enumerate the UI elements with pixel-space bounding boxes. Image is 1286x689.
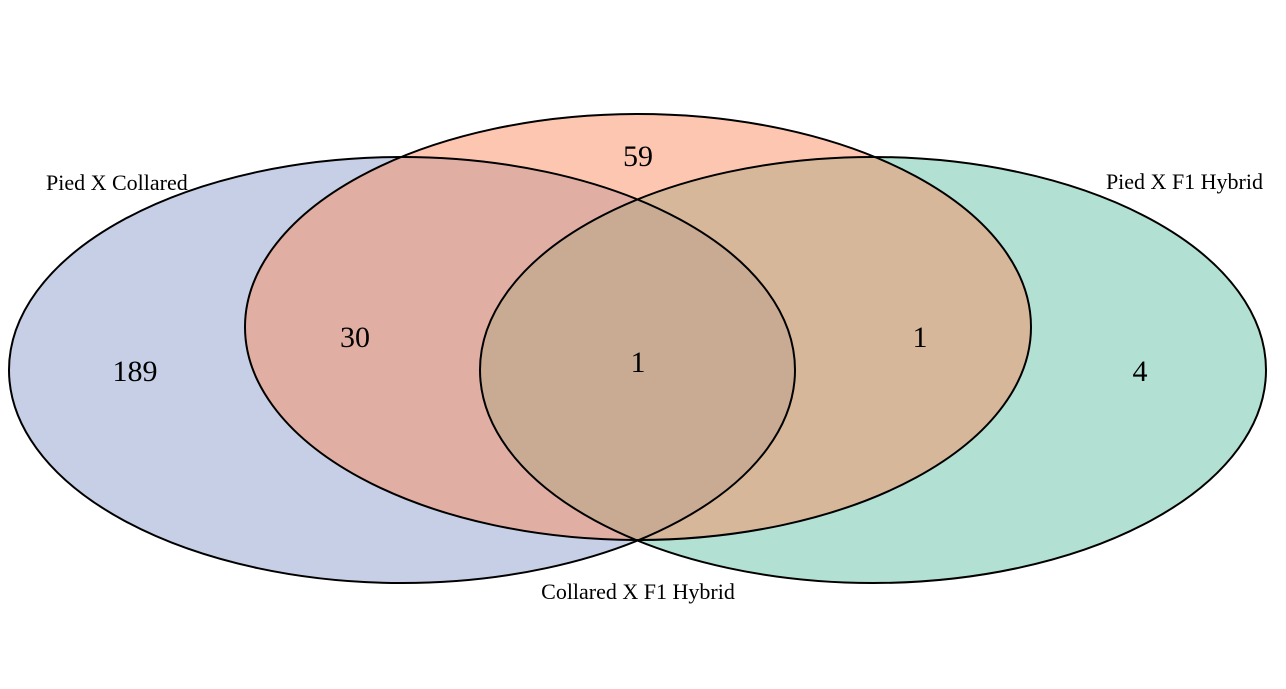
count-collared-x-f1-hybrid-and-pied-x-f1-hybrid: 1 (913, 321, 928, 354)
label-collared-x-f1-hybrid: Collared X F1 Hybrid (541, 579, 735, 604)
count-pied-x-collared-and-collared-x-f1-hybrid: 30 (340, 321, 370, 354)
count-only-pied-x-f1-hybrid: 4 (1133, 355, 1148, 388)
count-only-collared-x-f1-hybrid: 59 (623, 140, 653, 173)
count-all-three: 1 (631, 346, 646, 379)
set-collared-x-f1-hybrid-ellipse (245, 114, 1031, 540)
set-collared-x-f1-hybrid-outline (244, 113, 1032, 541)
label-pied-x-f1-hybrid: Pied X F1 Hybrid (1106, 169, 1263, 194)
count-only-pied-x-collared: 189 (113, 355, 158, 388)
label-pied-x-collared: Pied X Collared (46, 170, 188, 195)
